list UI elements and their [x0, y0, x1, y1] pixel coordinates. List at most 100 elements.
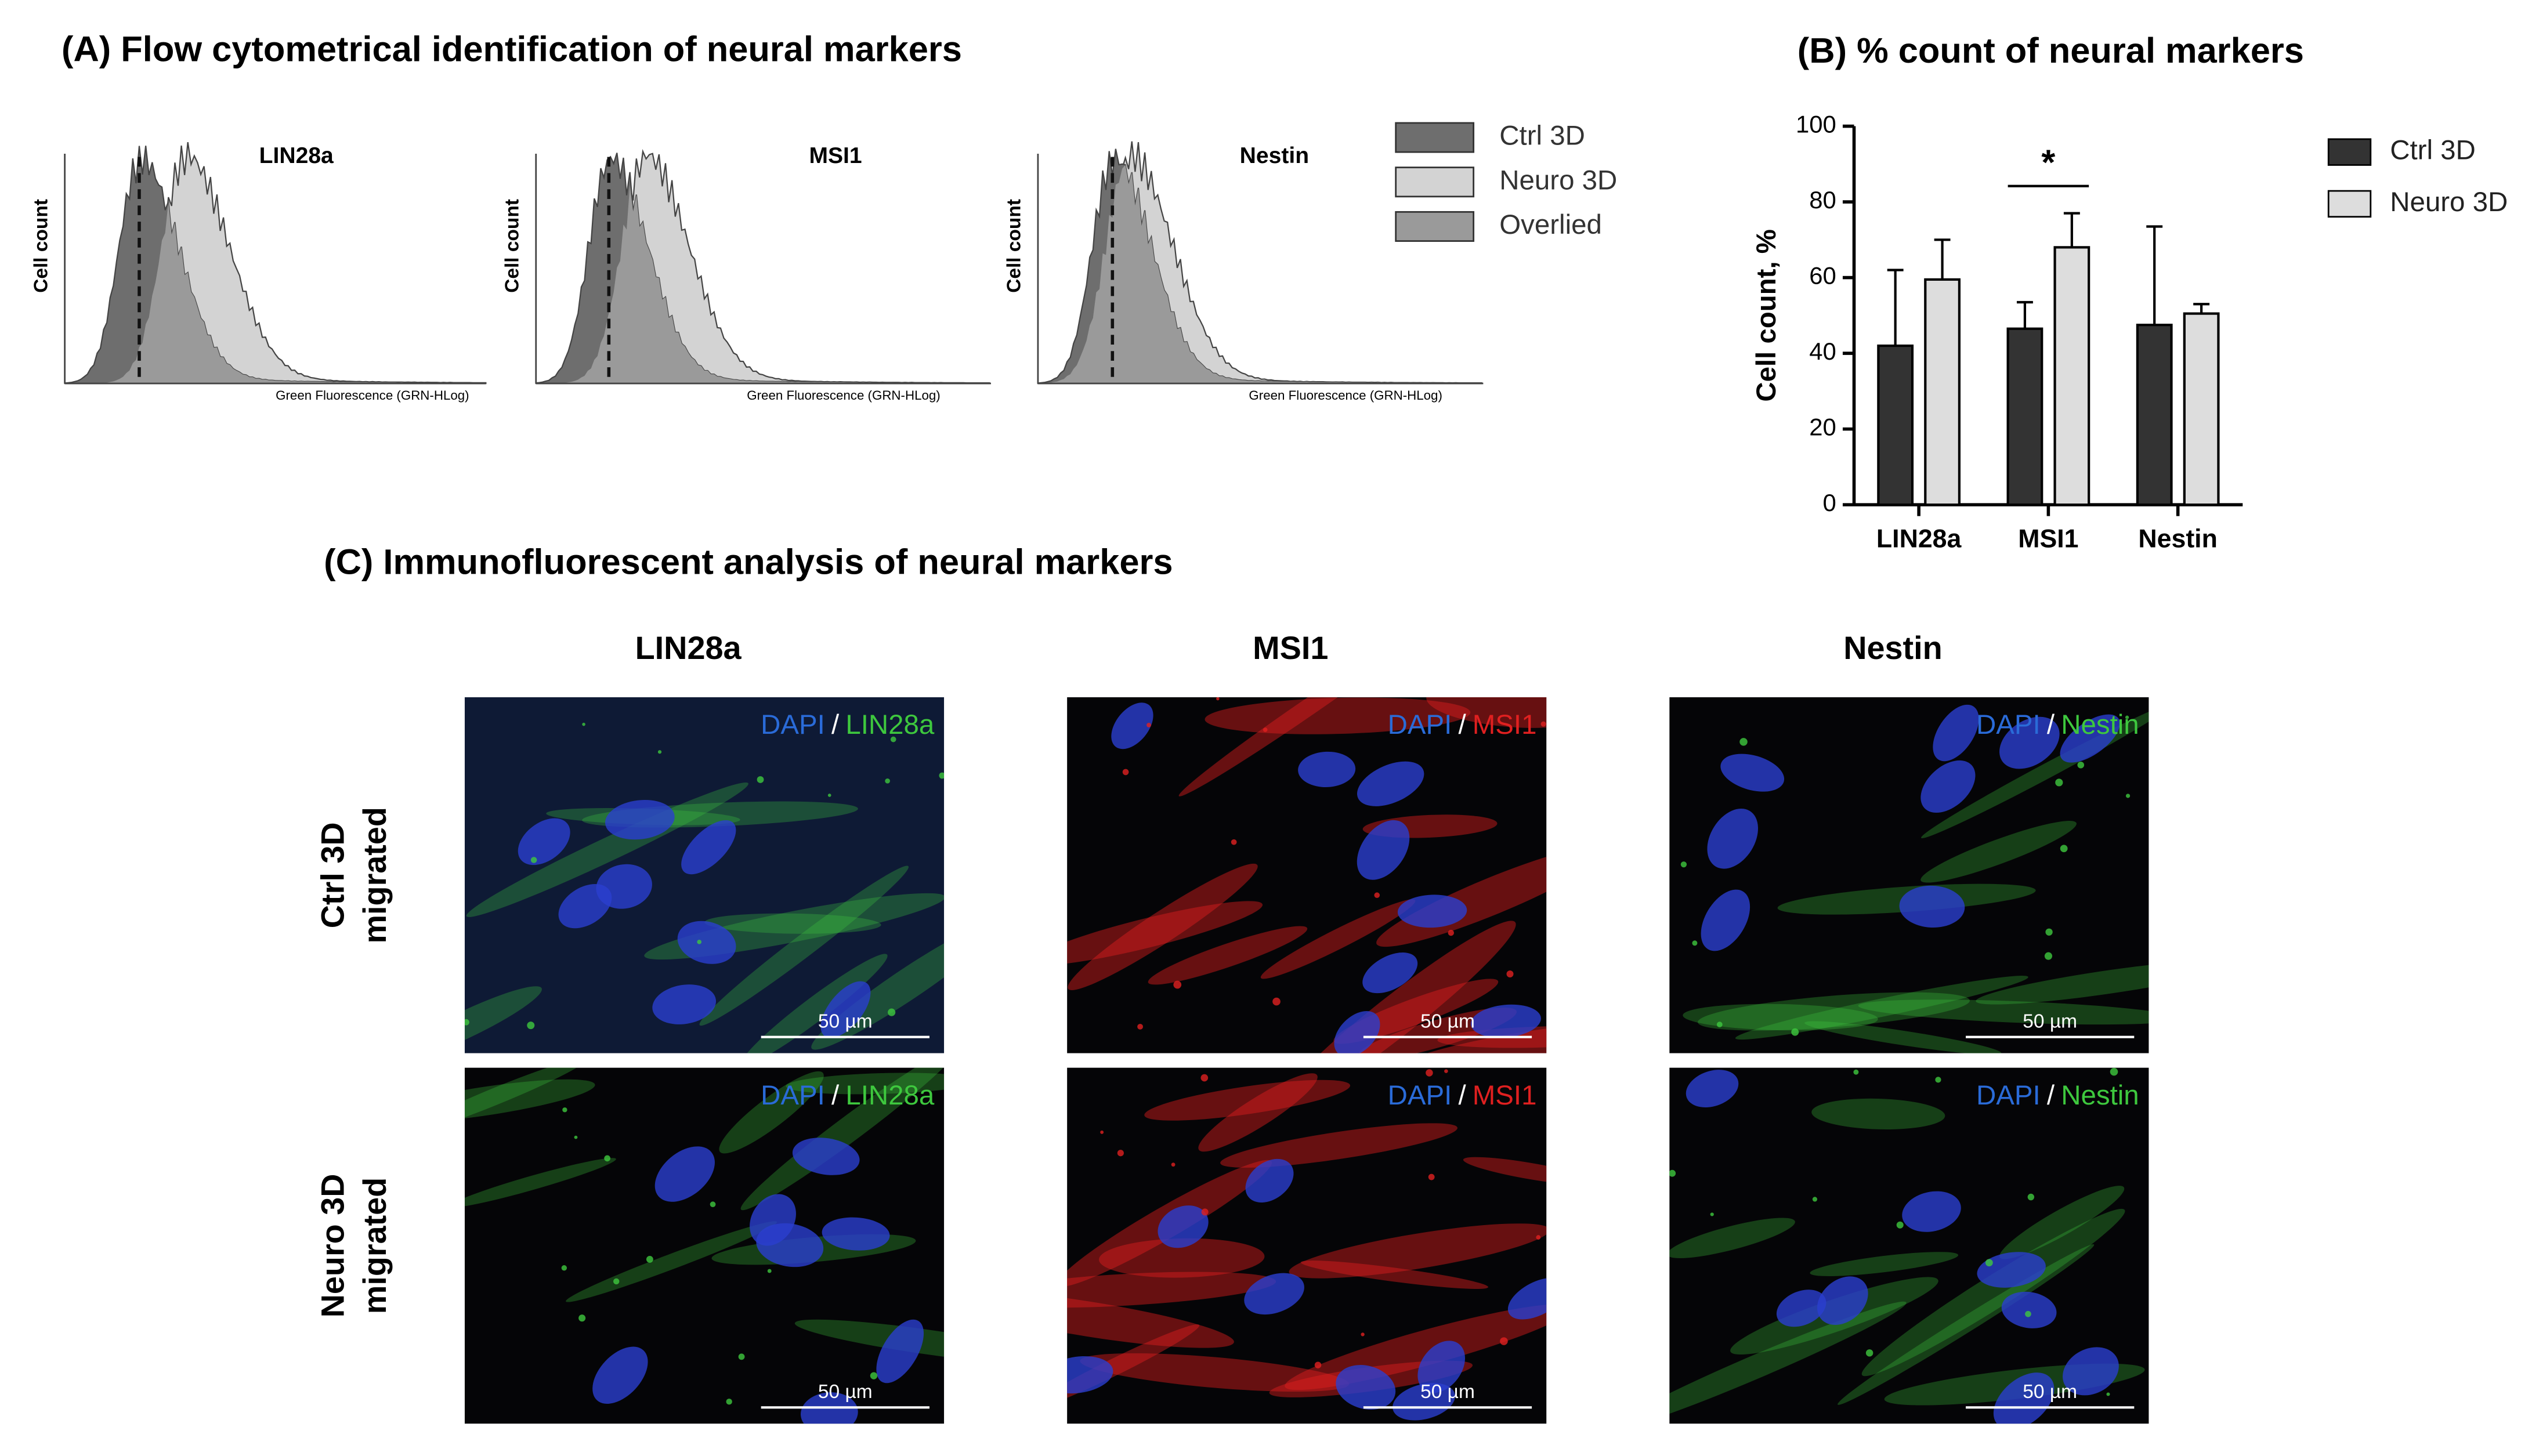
- cytoplasm: [1148, 926, 1308, 985]
- stain-marker: Nestin: [2061, 709, 2139, 740]
- legend-label: Neuro 3D: [2390, 187, 2508, 218]
- cytoplasm: [1861, 1208, 2125, 1377]
- speck: [1865, 1349, 1873, 1357]
- cytoplasm: [464, 1079, 595, 1123]
- stain-dapi: DAPI: [1388, 1080, 1452, 1110]
- nucleus: [558, 883, 612, 929]
- cytoplasm: [1067, 1290, 1234, 1348]
- bar: [1877, 344, 1914, 506]
- speck: [1146, 722, 1151, 727]
- speck: [1200, 1074, 1209, 1082]
- nucleus: [1417, 1341, 1465, 1393]
- cytoplasm: [1683, 1004, 1878, 1031]
- speck: [1536, 1235, 1541, 1240]
- column-header: Nestin: [1843, 629, 1943, 666]
- nucleus: [1336, 1365, 1396, 1410]
- scale-bar-label: 50 µm: [818, 1381, 873, 1403]
- cytoplasm: [1391, 1020, 1547, 1053]
- speck: [1500, 1337, 1508, 1345]
- speck: [1791, 1028, 1799, 1036]
- nucleus: [2001, 1291, 2057, 1328]
- nucleus: [792, 1138, 860, 1175]
- significance-label: *: [2041, 143, 2055, 183]
- speck: [1122, 769, 1129, 776]
- x-axis-label: Green Fluorescence (GRN-HLog): [1249, 388, 1442, 403]
- cytoplasm: [1426, 697, 1547, 728]
- speck: [2110, 1067, 2118, 1076]
- nucleus: [1899, 885, 1965, 928]
- nucleus: [1920, 760, 1976, 813]
- nucleus: [1720, 754, 1785, 792]
- cytoplasm: [1669, 1301, 1907, 1424]
- legend-swatch: [2327, 138, 2372, 166]
- stain-dapi: DAPI: [1388, 709, 1452, 740]
- y-axis-label: Cell count: [502, 199, 523, 293]
- y-tick-label: 80: [1809, 186, 1836, 213]
- cytoplasm: [1810, 1252, 1959, 1276]
- speck: [613, 1278, 620, 1285]
- y-axis-label: Cell count, %: [1751, 229, 1782, 402]
- scale-bar-label: 50 µm: [1420, 1381, 1475, 1403]
- speck: [1100, 1130, 1104, 1134]
- cytoplasm: [1278, 921, 1516, 1053]
- nucleus: [1334, 1010, 1380, 1053]
- speck: [2045, 928, 2053, 936]
- nucleus: [876, 1319, 924, 1383]
- y-axis-label: Cell count: [30, 199, 52, 293]
- y-tick-label: 60: [1809, 262, 1836, 289]
- stain-marker: LIN28a: [845, 709, 935, 740]
- speck: [1448, 929, 1454, 936]
- speck: [1896, 1221, 1904, 1229]
- x-axis-label: Green Fluorescence (GRN-HLog): [276, 388, 469, 403]
- image-content: [1067, 697, 1547, 1053]
- cytoplasm: [466, 782, 748, 917]
- speck: [1739, 738, 1748, 746]
- micrograph: DAPI / LIN28a 50 µm: [464, 697, 945, 1053]
- speck: [562, 1107, 567, 1113]
- nucleus: [1362, 952, 1418, 994]
- stain-dapi: DAPI: [761, 709, 825, 740]
- image-content: [1680, 704, 2149, 1053]
- speck: [464, 1019, 469, 1026]
- nucleus: [518, 818, 570, 865]
- stain-dapi: DAPI: [761, 1080, 825, 1110]
- x-axis-label: Green Fluorescence (GRN-HLog): [747, 388, 940, 403]
- speck: [890, 736, 896, 743]
- speck: [530, 857, 537, 863]
- nucleus: [1158, 1205, 1209, 1248]
- stain-marker: LIN28a: [845, 1080, 935, 1110]
- plot-label: LIN28a: [259, 143, 334, 168]
- bar: [1924, 278, 1961, 506]
- stain-slash: /: [831, 1080, 840, 1110]
- x-tick-label: LIN28a: [1876, 524, 1962, 553]
- stain-label: DAPI / MSI1: [1388, 1080, 1537, 1110]
- stain-label: DAPI / LIN28a: [761, 1080, 935, 1110]
- legend-label: Neuro 3D: [1499, 165, 1617, 195]
- column-header: LIN28a: [635, 629, 742, 666]
- cytoplasm: [1669, 1218, 1795, 1258]
- nucleus: [1298, 751, 1356, 787]
- cytoplasm: [1198, 1073, 1318, 1152]
- cytoplasm: [740, 1067, 945, 1211]
- speck: [1263, 727, 1268, 732]
- speck: [1935, 1077, 1941, 1083]
- speck: [1171, 1162, 1176, 1167]
- cytoplasm: [1068, 863, 1258, 990]
- stain-label: DAPI / Nestin: [1976, 709, 2139, 740]
- plot-label: Nestin: [1240, 143, 1309, 168]
- nucleus: [654, 1146, 715, 1202]
- cytoplasm: [1838, 1244, 2095, 1405]
- speck: [1374, 892, 1380, 899]
- cytoplasm: [1144, 1080, 1351, 1121]
- cytoplasm: [1463, 1157, 1547, 1186]
- image-bg: [1067, 697, 1547, 1053]
- speck: [2025, 1310, 2031, 1317]
- cytoplasm: [1999, 1186, 2125, 1259]
- row-label: Neuro 3D: [314, 1174, 350, 1318]
- nucleus: [1933, 704, 1979, 762]
- nucleus: [1707, 808, 1758, 869]
- cytoplasm: [1205, 697, 1471, 734]
- micrograph: DAPI / Nestin 50 µm: [1669, 697, 2149, 1053]
- cytoplasm: [1300, 1261, 1489, 1289]
